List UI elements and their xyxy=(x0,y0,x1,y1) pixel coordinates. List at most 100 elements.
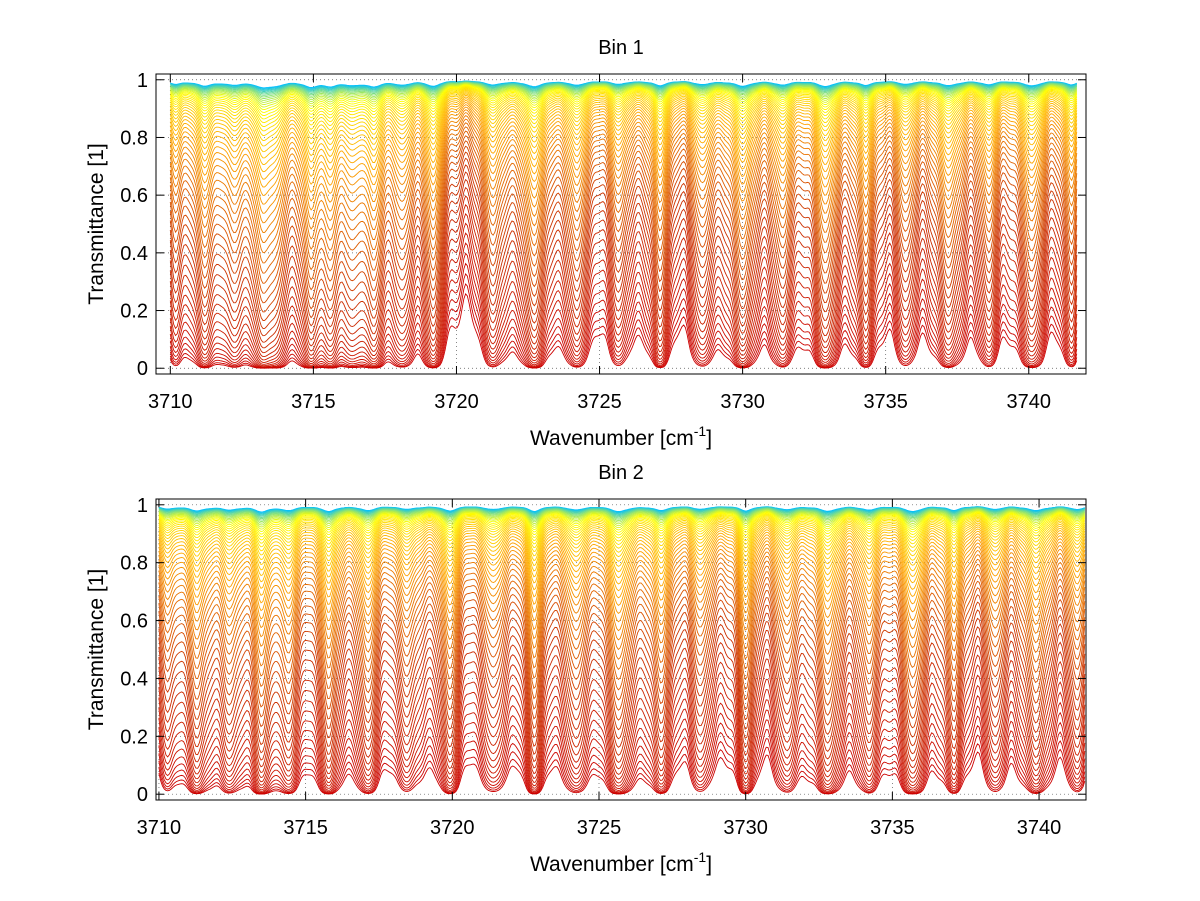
series-line xyxy=(169,262,1078,369)
series-line xyxy=(170,82,1078,98)
series-line xyxy=(158,516,1086,552)
series-line xyxy=(169,85,1078,120)
series-line xyxy=(169,83,1078,108)
series-line xyxy=(158,694,1086,791)
x-tick-label: 3725 xyxy=(577,391,622,413)
series-line xyxy=(158,510,1086,530)
series-line xyxy=(158,542,1086,629)
series-line xyxy=(169,145,1078,313)
y-tick-label: 0.8 xyxy=(120,553,148,575)
series-line xyxy=(169,283,1078,369)
y-tick-label: 0.8 xyxy=(120,127,148,149)
series-line xyxy=(158,539,1086,620)
series-line xyxy=(169,84,1078,111)
series-line xyxy=(169,85,1078,116)
x-tick-label: 3725 xyxy=(577,817,622,839)
y-tick-label: 0.6 xyxy=(120,185,148,207)
series-line xyxy=(169,86,1078,124)
series-line xyxy=(158,674,1086,786)
series-line xyxy=(158,524,1086,577)
series-line xyxy=(169,112,1078,233)
y-tick-label: 0 xyxy=(137,358,148,380)
series-line xyxy=(158,558,1086,667)
series-line xyxy=(169,273,1078,369)
series-line xyxy=(169,126,1078,274)
series-line xyxy=(158,626,1086,761)
x-tick-label: 3715 xyxy=(291,391,336,413)
series-line xyxy=(169,213,1078,363)
axes-box xyxy=(155,73,1087,375)
y-tick-label: 0.2 xyxy=(120,726,148,748)
series-line xyxy=(169,92,1078,153)
series-line xyxy=(169,135,1078,294)
x-tick-label: 3715 xyxy=(283,817,328,839)
series-line xyxy=(169,186,1078,354)
series-line xyxy=(158,644,1086,774)
series-line xyxy=(158,510,1086,528)
series-line xyxy=(158,522,1086,571)
series-line xyxy=(158,601,1086,737)
series-line xyxy=(158,508,1086,523)
series-line xyxy=(158,587,1086,718)
series-line xyxy=(158,568,1086,688)
y-axis-label: Transmittance [1] xyxy=(85,143,108,304)
series-line xyxy=(169,88,1078,132)
transmittance-curves xyxy=(158,506,1086,795)
series-line xyxy=(169,222,1078,365)
x-tick-label: 3735 xyxy=(863,391,908,413)
series-line xyxy=(169,164,1078,337)
series-line xyxy=(169,84,1078,113)
series-line xyxy=(158,546,1086,638)
series-line xyxy=(158,684,1086,789)
x-axis-label: Wavenumber [cm-1] xyxy=(530,423,712,450)
series-line xyxy=(158,509,1086,524)
series-line xyxy=(158,528,1086,590)
x-tick-label: 3720 xyxy=(430,817,475,839)
y-tick-label: 1 xyxy=(137,495,148,517)
series-line xyxy=(158,530,1086,597)
y-tick-label: 1 xyxy=(137,70,148,92)
series-line xyxy=(169,106,1078,214)
series-line xyxy=(169,93,1078,159)
series-line xyxy=(170,81,1078,96)
series-line xyxy=(158,521,1086,566)
series-line xyxy=(158,563,1086,677)
series-line xyxy=(158,715,1086,793)
series-line xyxy=(158,536,1086,612)
series-line xyxy=(169,104,1078,205)
axes-box xyxy=(155,498,1087,801)
x-tick-label: 3740 xyxy=(1017,817,1062,839)
series-line xyxy=(169,178,1078,349)
series-line xyxy=(169,242,1078,368)
series-line xyxy=(158,751,1086,795)
chart-title: Bin 2 xyxy=(598,462,644,484)
series-line xyxy=(158,549,1086,647)
series-line xyxy=(158,705,1086,792)
y-axis-label: Transmittance [1] xyxy=(85,569,108,730)
series-line xyxy=(158,580,1086,708)
series-line xyxy=(158,654,1086,779)
series-line xyxy=(158,609,1086,746)
y-tick-label: 0 xyxy=(137,784,148,806)
series-line xyxy=(169,83,1078,103)
series-line xyxy=(158,507,1086,518)
series-line xyxy=(158,511,1086,532)
series-line xyxy=(169,102,1078,196)
series-line xyxy=(169,293,1078,369)
y-tick-label: 0.4 xyxy=(120,668,148,690)
series-line xyxy=(169,83,1078,106)
series-line xyxy=(158,512,1086,535)
series-line xyxy=(158,526,1086,583)
series-line xyxy=(158,515,1086,548)
series-line xyxy=(169,122,1078,264)
x-tick-label: 3710 xyxy=(148,391,193,413)
series-line xyxy=(158,508,1086,521)
series-line xyxy=(169,100,1078,188)
series-line xyxy=(158,518,1086,556)
y-tick-label: 0.4 xyxy=(120,243,148,265)
y-tick-label: 0.6 xyxy=(120,611,148,633)
series-line xyxy=(158,514,1086,544)
series-line xyxy=(169,140,1078,304)
series-line xyxy=(169,96,1078,173)
series-line xyxy=(158,519,1086,561)
